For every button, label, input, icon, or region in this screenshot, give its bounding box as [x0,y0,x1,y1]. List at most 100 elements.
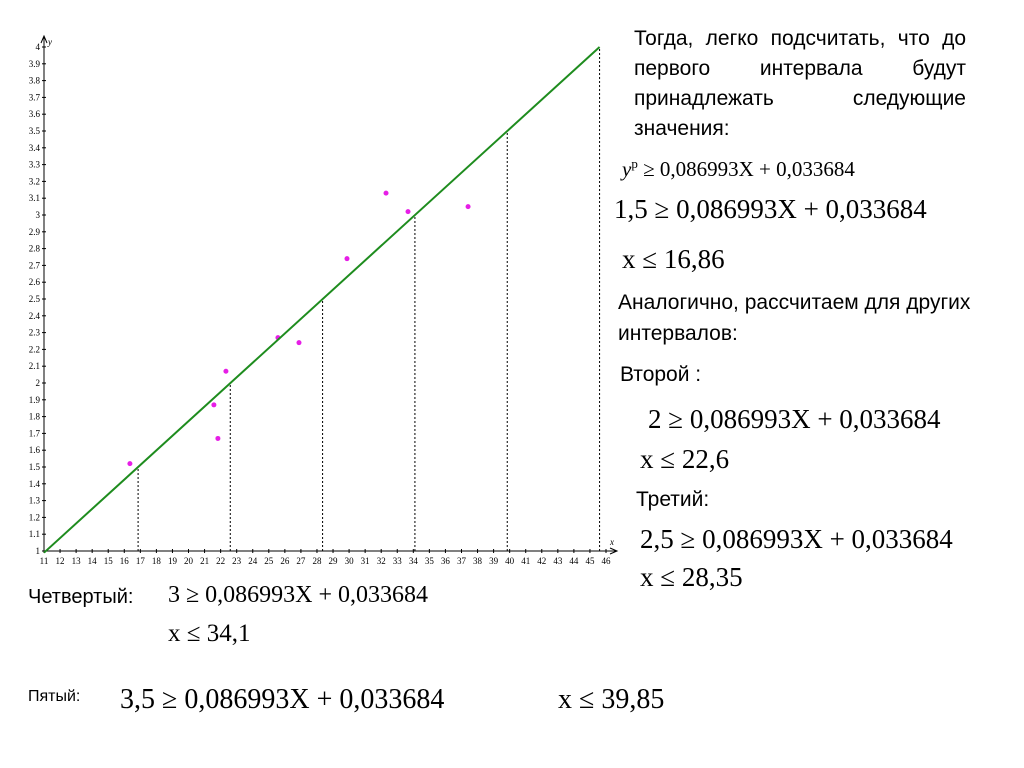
x-tick-label: 43 [553,556,563,566]
text: Четвертый: [28,586,134,608]
y-tick-label: 1.2 [29,512,40,522]
x-tick-label: 32 [377,556,386,566]
x-tick-label: 11 [40,556,49,566]
data-point [211,402,217,408]
x-tick-label: 31 [361,556,370,566]
formula: yp ≥ 0,086993X + 0,033684 [622,156,855,182]
x-tick-label: 36 [441,556,451,566]
data-point [405,209,411,215]
x-tick-label: 34 [409,556,419,566]
x-tick-label: 35 [425,556,435,566]
data-point [383,190,389,196]
text: Пятый: [28,688,81,705]
y-tick-label: 2.9 [29,227,41,237]
y-tick-label: 3.9 [29,59,41,69]
x-tick-label: 45 [585,556,595,566]
x-tick-label: 41 [521,556,530,566]
y-tick-label: 3.3 [29,160,41,170]
x-tick-label: 29 [329,556,339,566]
data-point [127,461,133,467]
x-tick-label: 40 [505,556,515,566]
y-tick-label: 1.7 [29,428,41,438]
y-tick-label: 3.6 [29,109,41,119]
x-tick-label: 16 [120,556,130,566]
formula: 1,5 ≥ 0,086993X + 0,033684 [614,194,927,224]
result: x ≤ 39,85 [558,684,665,715]
y-tick-label: 1.6 [29,445,41,455]
y-tick-label: 1.9 [29,395,41,405]
y-tick-label: 3.8 [29,76,41,86]
y-tick-label: 2.5 [29,294,41,304]
intro-text: Тогда, легко подсчитать, что до первого … [634,27,966,140]
x-axis-label: x [609,537,614,547]
x-tick-label: 38 [473,556,483,566]
x-tick-label: 18 [152,556,162,566]
formula-lhs: y [622,157,632,181]
result: x ≤ 28,35 [640,562,743,592]
y-tick-label: 2 [36,378,41,388]
result: x ≤ 22,6 [640,444,730,474]
y-tick-label: 1.5 [29,462,41,472]
y-tick-label: 3.5 [29,126,41,136]
result: x ≤ 16,86 [622,244,725,274]
y-tick-label: 1 [36,546,41,556]
data-point [223,368,229,374]
x-tick-label: 26 [280,556,290,566]
x-tick-label: 44 [569,556,579,566]
y-tick-label: 2.3 [29,328,41,338]
x-tick-label: 28 [312,556,322,566]
x-tick-label: 42 [537,556,546,566]
data-point [344,256,350,262]
x-tick-label: 39 [489,556,499,566]
x-tick-label: 15 [104,556,114,566]
x-tick-label: 17 [136,556,146,566]
y-tick-label: 3.1 [29,193,40,203]
y-tick-label: 3.4 [29,143,41,153]
x-tick-label: 30 [345,556,355,566]
formula: 3 ≥ 0,086993X + 0,033684 [168,582,429,608]
x-tick-label: 37 [457,556,467,566]
x-tick-label: 46 [602,556,612,566]
data-point [465,204,471,210]
y-tick-label: 3 [36,210,41,220]
y-tick-label: 2.2 [29,344,40,354]
x-tick-label: 13 [72,556,82,566]
result: x ≤ 34,1 [168,620,251,647]
x-tick-label: 19 [168,556,178,566]
y-tick-label: 3.2 [29,176,40,186]
x-tick-label: 20 [184,556,194,566]
data-point [296,340,302,346]
y-tick-label: 4 [36,42,41,52]
formula-rhs: ≥ 0,086993X + 0,033684 [637,157,855,181]
x-tick-label: 25 [264,556,274,566]
x-tick-label: 21 [200,556,209,566]
x-axis-arrow [609,547,619,555]
x-tick-label: 33 [393,556,403,566]
formula: 2 ≥ 0,086993X + 0,033684 [648,404,941,434]
x-tick-label: 12 [56,556,65,566]
x-tick-label: 14 [88,556,98,566]
y-tick-label: 2.1 [29,361,40,371]
formula: 2,5 ≥ 0,086993X + 0,033684 [640,524,953,554]
x-tick-label: 27 [296,556,306,566]
y-tick-label: 2.7 [29,260,41,270]
y-tick-label: 2.4 [29,311,41,321]
data-point [215,435,221,441]
chart: y x 1 1.1 1.2 1.3 1.4 1.5 1.6 1.7 1.8 1.9 2 2.1 2.2 2.3… [29,34,619,566]
y-tick-label: 2.6 [29,277,41,287]
formula-sup: p [631,156,638,171]
y-tick-label: 1.4 [29,479,41,489]
y-axis-label: y [47,37,52,47]
regression-line [43,46,601,554]
text: Второй : [620,363,702,386]
x-tick-label: 24 [248,556,258,566]
formula: 3,5 ≥ 0,086993X + 0,033684 [120,684,445,715]
x-tick-label: 23 [232,556,242,566]
y-tick-label: 3.7 [29,92,41,102]
y-tick-label: 2.8 [29,244,41,254]
y-axis-arrow [40,34,48,44]
y-tick-label: 1.3 [29,496,41,506]
y-tick-label: 1.8 [29,412,41,422]
text: Аналогично, рассчитаем для других интерв… [618,291,971,345]
